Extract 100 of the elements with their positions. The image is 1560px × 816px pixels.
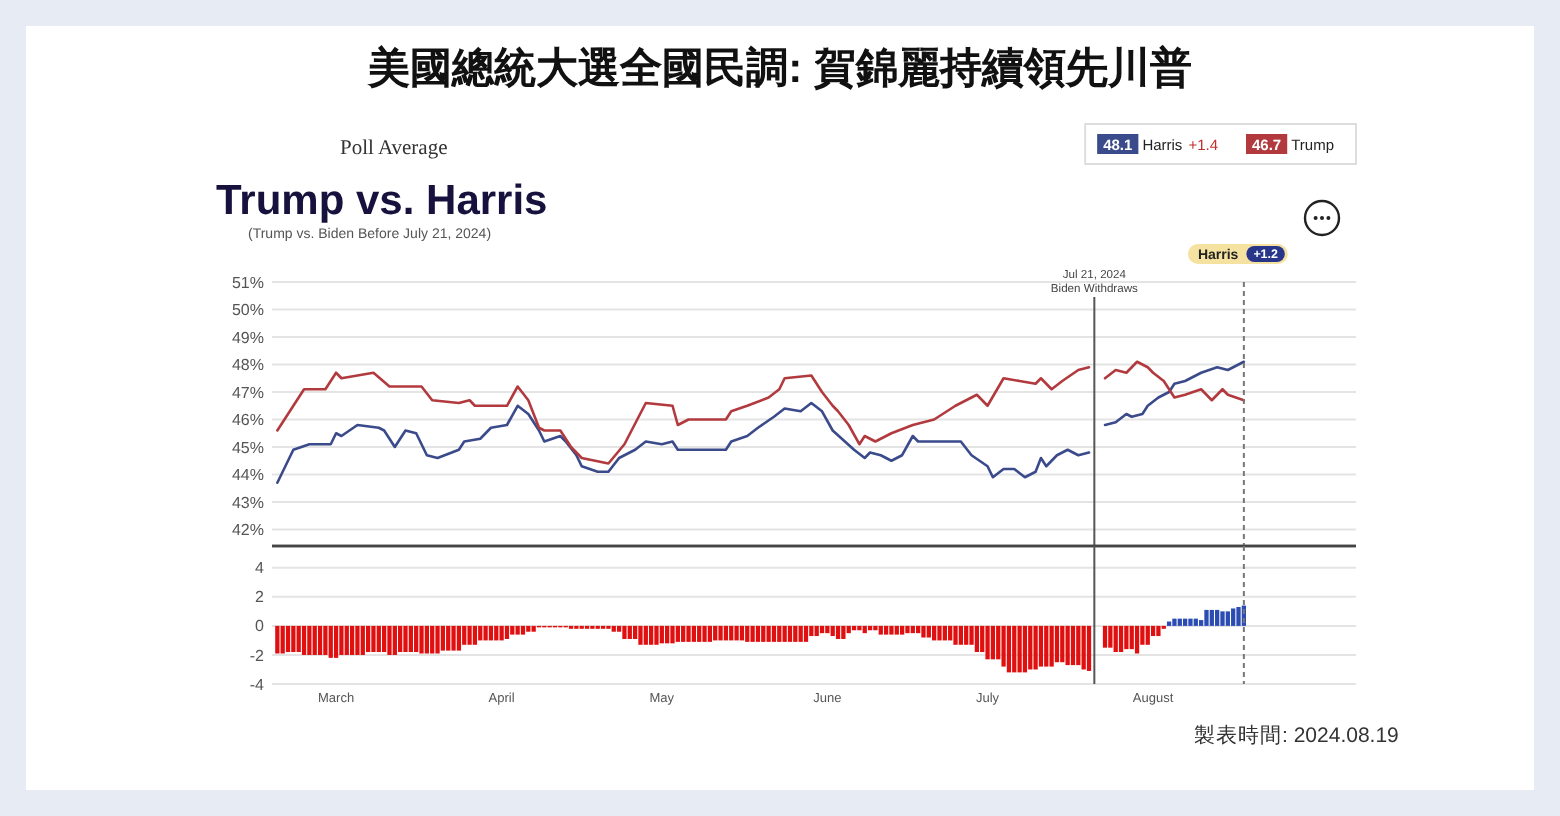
bar <box>1102 625 1108 648</box>
bar <box>835 625 841 639</box>
bar <box>520 625 526 635</box>
bar <box>798 625 803 642</box>
bar <box>1086 625 1092 671</box>
bar <box>365 625 371 653</box>
bar <box>1204 609 1209 626</box>
bar <box>328 625 333 658</box>
chart-title: 美國總統大選全國民調: 賀錦麗持續領先川普 <box>366 44 1192 92</box>
bar <box>665 625 670 644</box>
bar <box>408 625 413 653</box>
bar <box>718 625 723 641</box>
bar <box>1134 625 1140 654</box>
bar <box>1225 611 1230 626</box>
bar <box>761 625 766 642</box>
y-tick-label: 46% <box>231 411 264 430</box>
bar <box>435 625 440 654</box>
bar <box>638 625 643 645</box>
bar <box>349 625 355 655</box>
bar <box>889 625 894 635</box>
bar <box>499 625 504 641</box>
text: Poll Average <box>340 138 449 160</box>
bar <box>1193 618 1198 626</box>
bar <box>1177 618 1182 626</box>
bar <box>1124 625 1129 650</box>
bar <box>980 625 985 653</box>
bar <box>729 625 734 641</box>
bar <box>1113 625 1118 653</box>
bar <box>686 625 691 642</box>
bar <box>878 625 883 635</box>
bar <box>1038 625 1044 667</box>
bar <box>622 625 627 639</box>
bar <box>734 625 739 641</box>
bar <box>1070 625 1076 666</box>
bar <box>430 625 435 654</box>
y-tick-label: 0 <box>255 617 266 636</box>
bar <box>478 625 483 641</box>
y-tick-label: 2 <box>255 588 266 607</box>
bar <box>1231 608 1236 626</box>
chart-subtitle: Trump vs. Harris <box>216 178 548 224</box>
bar <box>697 625 702 642</box>
bar <box>793 625 798 642</box>
y-tick-label: 49% <box>231 328 264 347</box>
bar <box>750 625 755 642</box>
bar <box>344 625 349 655</box>
bar <box>916 625 921 634</box>
y-tick-label: -2 <box>249 646 266 665</box>
bar <box>531 625 536 632</box>
y-tick-label: 50% <box>231 301 264 320</box>
bar <box>1209 609 1214 626</box>
bar <box>873 625 878 631</box>
y-tick-label: 43% <box>231 493 264 512</box>
bar <box>958 625 963 645</box>
bar <box>969 625 974 645</box>
bar <box>1145 625 1150 645</box>
bar <box>899 625 905 635</box>
bar <box>488 625 494 641</box>
bar <box>472 625 478 645</box>
bar <box>301 625 307 655</box>
y-tick-label: -4 <box>249 675 266 694</box>
bar <box>649 625 654 645</box>
bar <box>382 625 387 653</box>
bar <box>996 625 1001 660</box>
bar <box>825 625 830 634</box>
bar <box>515 625 520 635</box>
bar <box>787 625 793 642</box>
bar <box>1001 625 1006 667</box>
bar <box>1215 609 1220 626</box>
bar <box>1065 625 1070 666</box>
bar <box>355 625 360 655</box>
bar <box>323 625 328 655</box>
bar <box>1017 625 1022 673</box>
bar <box>339 625 344 655</box>
bar <box>360 625 365 655</box>
y-tick-label: 42% <box>231 521 264 540</box>
bar <box>830 625 835 637</box>
bar <box>333 625 339 658</box>
bar <box>467 625 472 645</box>
text: 製表時間: 2024.08.19 <box>1194 722 1400 748</box>
bar <box>504 625 510 639</box>
bar <box>766 625 771 642</box>
bar <box>494 625 499 641</box>
bar <box>921 625 926 638</box>
bar <box>739 625 745 641</box>
bar <box>803 625 809 642</box>
bar <box>942 625 947 641</box>
bar <box>1182 618 1188 626</box>
bar <box>1129 625 1134 650</box>
bar <box>317 625 323 655</box>
bar <box>707 625 713 642</box>
bar <box>1028 625 1033 670</box>
bar <box>403 625 408 653</box>
bar <box>387 625 392 655</box>
bar <box>280 625 285 654</box>
bar <box>926 625 931 638</box>
bar <box>1118 625 1124 653</box>
y-tick-label: 4 <box>255 559 266 578</box>
bar <box>291 625 296 653</box>
bar <box>819 625 825 634</box>
bar <box>1012 625 1017 673</box>
